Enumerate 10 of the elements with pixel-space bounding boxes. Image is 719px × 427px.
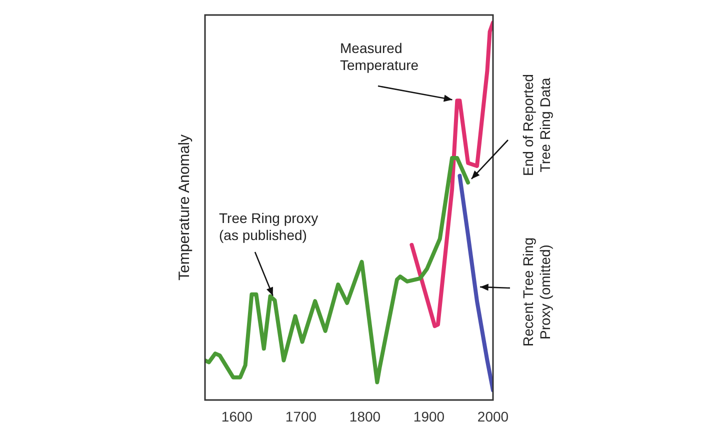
x-tick-label: 1800 (349, 408, 381, 424)
annotation: Measured Temperature (340, 40, 419, 73)
x-tick-label: 1700 (285, 408, 317, 424)
annotation: Tree Ring proxy (as published) (219, 210, 318, 243)
y-axis-title: Temperature Anomaly (176, 134, 194, 280)
x-tick-label: 1900 (413, 408, 445, 424)
x-tick-label: 1600 (221, 408, 253, 424)
annotation: Recent Tree Ring Proxy (omitted) (520, 238, 553, 346)
annotation: End of Reported Tree Ring Data (520, 74, 553, 176)
x-tick-label: 2000 (477, 408, 509, 424)
